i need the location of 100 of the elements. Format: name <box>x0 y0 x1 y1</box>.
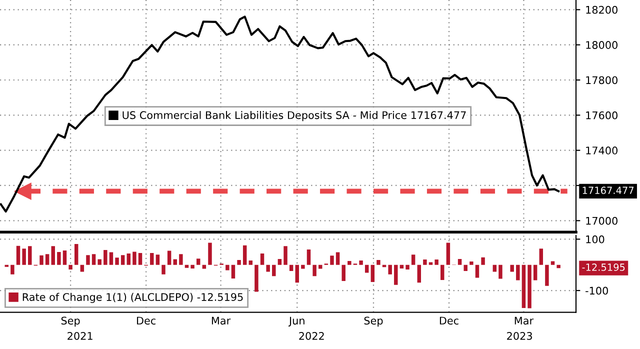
bar <box>138 253 142 265</box>
x-tick-label: Mar <box>212 316 231 325</box>
bar <box>184 264 189 268</box>
bar <box>539 248 544 265</box>
bar <box>16 246 20 265</box>
text: 2021 <box>68 332 92 340</box>
bar <box>86 255 90 265</box>
bar <box>231 264 236 278</box>
bar <box>510 264 514 272</box>
bar <box>498 264 502 279</box>
bar <box>289 264 294 272</box>
bar <box>417 264 422 283</box>
bar <box>370 264 375 282</box>
bar <box>173 259 177 265</box>
bar <box>68 264 72 270</box>
bar <box>376 260 380 265</box>
bar <box>446 242 450 265</box>
bar <box>115 258 119 265</box>
bar <box>126 254 131 265</box>
bar <box>434 259 438 265</box>
bar <box>550 261 555 265</box>
x-tick-label: Mar <box>514 316 534 325</box>
bar <box>406 264 410 270</box>
bar <box>545 264 549 286</box>
bar <box>45 254 50 265</box>
bar <box>248 260 253 265</box>
bar <box>388 264 392 274</box>
y-tick-label: -100 <box>586 286 608 295</box>
bar <box>40 255 44 265</box>
x-tick-label: Sep <box>364 316 383 327</box>
y-tick-label: 18200 <box>586 6 618 14</box>
bar <box>266 264 270 272</box>
bar <box>556 264 560 268</box>
bar <box>150 253 154 265</box>
bar <box>423 259 427 265</box>
bar <box>28 246 32 265</box>
bar <box>51 246 55 265</box>
bar <box>336 252 340 265</box>
bar <box>428 262 433 265</box>
bar <box>440 264 444 280</box>
bar <box>132 252 136 265</box>
bar <box>312 264 316 276</box>
bar <box>208 242 212 265</box>
annotation: 17167.477 <box>582 186 634 194</box>
bar <box>98 259 102 265</box>
bar <box>348 260 352 265</box>
bar <box>342 264 346 282</box>
bar <box>359 260 363 265</box>
bar <box>475 264 480 278</box>
bar <box>278 258 282 265</box>
annotation: -12.5195 <box>582 264 625 271</box>
x-tick-label: Dec <box>137 316 156 325</box>
bar <box>306 249 311 265</box>
bar <box>190 264 194 268</box>
bar <box>254 264 258 292</box>
bar <box>522 264 526 308</box>
bar <box>167 250 172 265</box>
line-series <box>0 16 560 213</box>
bar <box>481 257 485 265</box>
text: 2023 <box>507 332 532 340</box>
x-tick-label: Dec <box>440 316 458 325</box>
bar <box>196 258 200 265</box>
x-tick-label: Sep <box>61 316 80 327</box>
bar <box>400 264 404 268</box>
bar <box>394 264 398 285</box>
bar <box>272 264 276 276</box>
bar <box>22 248 26 265</box>
bar <box>295 264 299 283</box>
bar <box>301 264 305 269</box>
y-tick-label: 100 <box>586 235 604 244</box>
bar <box>260 254 264 265</box>
bar <box>57 252 61 265</box>
text: 2022 <box>299 332 324 340</box>
y-tick-label: 18000 <box>586 41 618 49</box>
bar <box>411 254 416 265</box>
legend-label: Rate of Change 1(1) (ALCLDEPO) -12.5195 <box>22 292 243 303</box>
bar <box>162 264 166 274</box>
y-tick-label: 17400 <box>586 146 618 154</box>
bar <box>528 264 532 308</box>
bar <box>464 264 468 272</box>
bar <box>284 246 288 265</box>
y-tick-label: 17800 <box>586 76 618 84</box>
bar <box>516 264 520 280</box>
bar <box>104 250 108 265</box>
y-tick-label: 17000 <box>586 216 618 225</box>
bar <box>10 264 14 274</box>
bar <box>92 254 96 265</box>
bar <box>109 252 114 265</box>
bar <box>156 254 160 265</box>
bar <box>120 255 125 265</box>
bar <box>62 250 67 265</box>
bar <box>470 262 474 265</box>
y-tick-label: 17600 <box>586 111 618 120</box>
bar <box>242 245 247 265</box>
bar <box>179 254 183 265</box>
bar <box>80 264 84 272</box>
bar <box>364 264 369 273</box>
legend-label: US Commercial Bank Liabilities Deposits SA - Mid Price 17167.477 <box>122 111 466 122</box>
bar <box>237 260 241 265</box>
bar <box>330 256 334 265</box>
